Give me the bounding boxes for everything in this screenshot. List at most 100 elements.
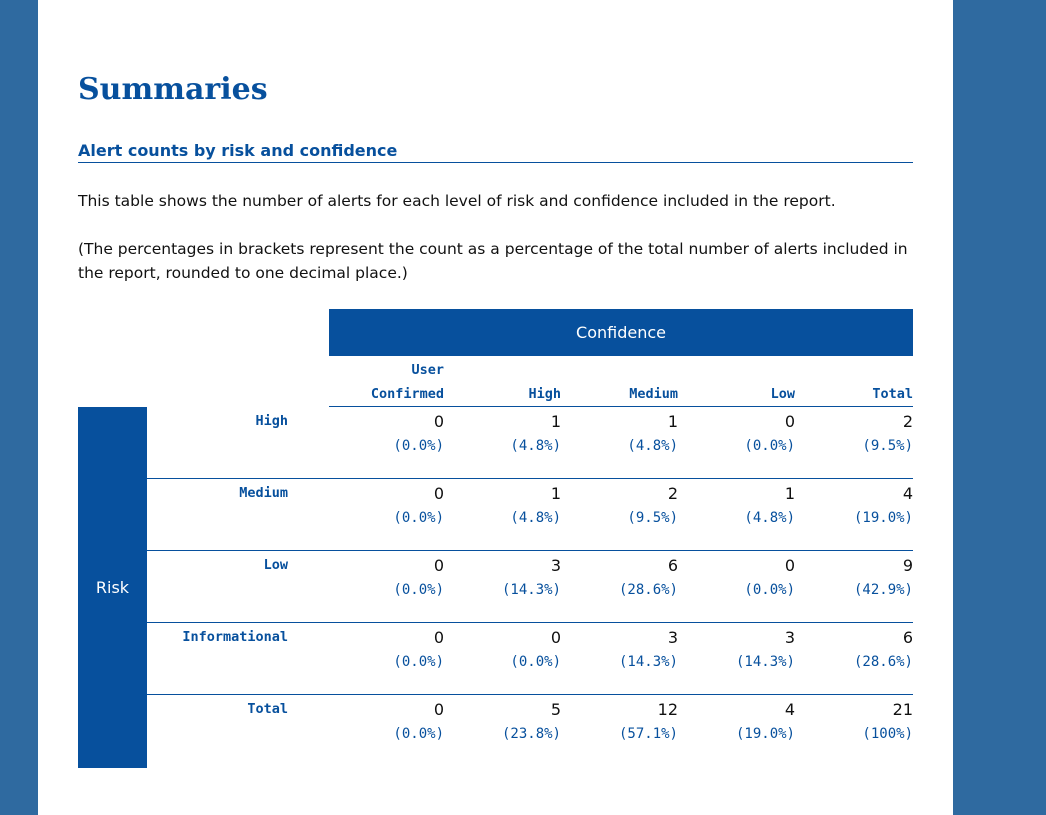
column-header-line1: User <box>411 362 444 378</box>
row-divider <box>147 478 913 479</box>
table-row: Low 0 (0.0%) 3 (14.3%) 6 (28.6%) 0 (0.0%) 9 (42.9%… <box>147 551 913 623</box>
cell-percentage: (28.6%) <box>853 654 913 670</box>
cell-count: 1 <box>550 484 561 503</box>
cell-percentage: (4.8%) <box>627 438 678 454</box>
column-header-line2: High <box>528 386 561 402</box>
table-row: Medium 0 (0.0%) 1 (4.8%) 2 (9.5%) 1 (4.8%) 4 (19.0… <box>147 479 913 551</box>
section-title: Alert counts by risk and confidence <box>78 141 913 163</box>
column-header-total: Total <box>803 358 913 406</box>
cell-percentage: (0.0%) <box>393 582 444 598</box>
cell-count: 6 <box>902 628 913 647</box>
cell-percentage: (0.0%) <box>393 510 444 526</box>
table-cell: 0 (0.0%) <box>334 410 444 458</box>
row-label: Low <box>263 557 288 573</box>
cell-count: 0 <box>433 412 444 431</box>
cell-percentage: (42.9%) <box>853 582 913 598</box>
cell-count: 3 <box>667 628 678 647</box>
cell-count: 0 <box>433 484 444 503</box>
table-cell: 2 (9.5%) <box>803 410 913 458</box>
column-header-text: Low <box>771 382 795 406</box>
table-row: Total 0 (0.0%) 5 (23.8%) 12 (57.1%) 4 (19.0%) 21 (… <box>147 695 913 767</box>
column-header-confirmed: User Confirmed <box>334 358 444 406</box>
table-cell: 0 (0.0%) <box>685 554 795 602</box>
cell-count: 1 <box>784 484 795 503</box>
cell-percentage: (0.0%) <box>744 582 795 598</box>
cell-percentage: (0.0%) <box>510 654 561 670</box>
row-label: High <box>255 413 288 429</box>
table-cell: 4 (19.0%) <box>685 698 795 746</box>
cell-count: 12 <box>657 700 678 719</box>
cell-percentage: (19.0%) <box>853 510 913 526</box>
table-cell: 1 (4.8%) <box>451 410 561 458</box>
risk-header-label: Risk <box>95 578 130 597</box>
cell-percentage: (100%) <box>862 726 913 742</box>
table-cell: 12 (57.1%) <box>568 698 678 746</box>
table-cell: 0 (0.0%) <box>334 482 444 530</box>
table-cell: 6 (28.6%) <box>803 626 913 674</box>
description-paragraph: This table shows the number of alerts fo… <box>78 192 836 210</box>
cell-percentage: (23.8%) <box>501 726 561 742</box>
report-page: Summaries Alert counts by risk and confi… <box>38 0 953 815</box>
column-header-line2: Medium <box>629 386 678 402</box>
cell-percentage: (14.3%) <box>618 654 678 670</box>
cell-percentage: (0.0%) <box>744 438 795 454</box>
column-header-text: Medium <box>629 382 678 406</box>
cell-percentage: (4.8%) <box>510 438 561 454</box>
cell-count: 6 <box>667 556 678 575</box>
column-header-line2: Total <box>872 386 913 402</box>
cell-count: 1 <box>550 412 561 431</box>
cell-percentage: (19.0%) <box>735 726 795 742</box>
confidence-header-label: Confidence <box>576 323 666 342</box>
percentage-note: (The percentages in brackets represent t… <box>78 240 908 282</box>
table-cell: 5 (23.8%) <box>451 698 561 746</box>
page-title: Summaries <box>78 72 268 107</box>
table-cell: 21 (100%) <box>803 698 913 746</box>
cell-percentage: (4.8%) <box>510 510 561 526</box>
cell-count: 4 <box>902 484 913 503</box>
table-cell: 3 (14.3%) <box>568 626 678 674</box>
cell-percentage: (9.5%) <box>862 438 913 454</box>
cell-count: 0 <box>550 628 561 647</box>
row-divider <box>147 694 913 695</box>
cell-percentage: (14.3%) <box>735 654 795 670</box>
column-header-text: User Confirmed <box>371 358 444 406</box>
column-header-low: Low <box>685 358 795 406</box>
cell-count: 1 <box>667 412 678 431</box>
column-header-high: High <box>451 358 561 406</box>
column-header-medium: Medium <box>568 358 678 406</box>
cell-percentage: (9.5%) <box>627 510 678 526</box>
table-cell: 0 (0.0%) <box>334 698 444 746</box>
cell-percentage: (0.0%) <box>393 438 444 454</box>
cell-count: 0 <box>433 700 444 719</box>
table-cell: 1 (4.8%) <box>451 482 561 530</box>
column-header-line2: Low <box>770 386 795 402</box>
row-divider <box>147 622 913 623</box>
cell-percentage: (0.0%) <box>393 726 444 742</box>
cell-percentage: (0.0%) <box>393 654 444 670</box>
table-cell: 3 (14.3%) <box>685 626 795 674</box>
cell-count: 0 <box>433 628 444 647</box>
row-divider <box>147 550 913 551</box>
row-label: Informational <box>182 629 288 645</box>
table-cell: 0 (0.0%) <box>334 626 444 674</box>
cell-count: 2 <box>902 412 913 431</box>
table-row: High 0 (0.0%) 1 (4.8%) 1 (4.8%) 0 (0.0%) 2 (9.5%) <box>147 407 913 479</box>
header-divider <box>329 406 913 407</box>
column-header-text: High <box>528 382 561 406</box>
cell-percentage: (57.1%) <box>618 726 678 742</box>
table-cell: 0 (0.0%) <box>685 410 795 458</box>
cell-count: 3 <box>550 556 561 575</box>
table-cell: 6 (28.6%) <box>568 554 678 602</box>
table-cell: 9 (42.9%) <box>803 554 913 602</box>
table-cell: 4 (19.0%) <box>803 482 913 530</box>
confidence-header: Confidence <box>329 309 913 356</box>
row-label: Total <box>247 701 288 717</box>
cell-count: 21 <box>892 700 913 719</box>
cell-percentage: (4.8%) <box>744 510 795 526</box>
table-cell: 0 (0.0%) <box>451 626 561 674</box>
table-cell: 2 (9.5%) <box>568 482 678 530</box>
table-cell: 0 (0.0%) <box>334 554 444 602</box>
cell-count: 0 <box>784 412 795 431</box>
column-header-line2: Confirmed <box>370 386 444 402</box>
column-header-text: Total <box>872 382 913 406</box>
